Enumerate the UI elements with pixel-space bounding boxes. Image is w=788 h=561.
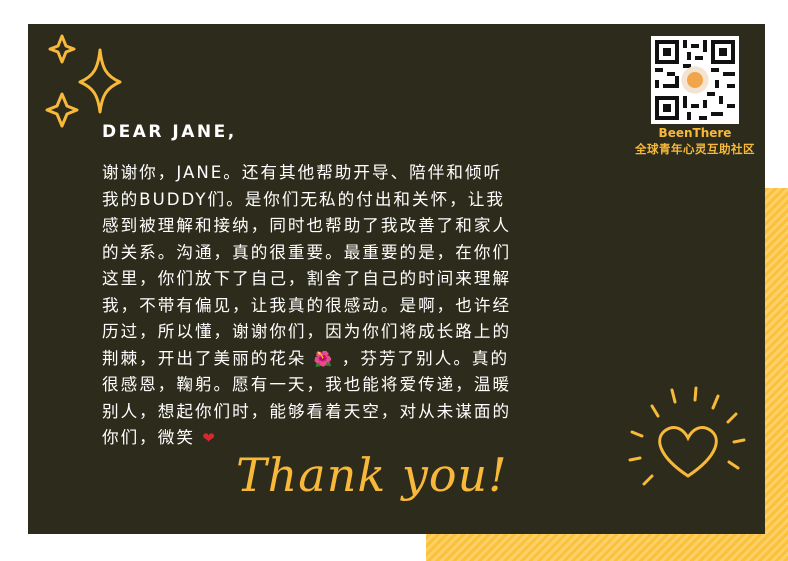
heart-burst-icon xyxy=(628,386,746,486)
brand-name: BeenThere xyxy=(658,126,732,140)
letter-line: 很感恩，鞠躬。愿有一天，我也能将爱传递，温暖 xyxy=(102,375,512,394)
letter-line: 我的BUDDY们。是你们无私的付出和关怀，让我 xyxy=(102,189,505,209)
brand-block: BeenThere 全球青年心灵互助社区 xyxy=(620,126,770,157)
letter-line-part: ，芬芳了别人。真的 xyxy=(341,348,510,368)
qr-code-icon xyxy=(651,36,739,124)
letter-line: 别人，想起你们时，能够看着天空，对从未谋面的 xyxy=(102,401,512,421)
letter-line: 这里，你们放下了自己，割舍了自己的时间来理解 xyxy=(102,269,512,288)
letter-line: 荆棘，开出了美丽的花朵 🌺 ，芬芳了别人。真的 xyxy=(102,346,622,373)
sparkle-icon xyxy=(45,34,122,128)
heart-icon: ❤ xyxy=(202,429,217,447)
letter-body: 谢谢你，JANE。还有其他帮助开导、陪伴和倾听 我的BUDDY们。是你们无私的付… xyxy=(102,160,622,452)
letter-line: 感到被理解和接纳，同时也帮助了我改善了和家人 xyxy=(102,216,512,235)
letter-greeting: DEAR JANE, xyxy=(102,122,237,142)
letter-card xyxy=(28,24,765,534)
brand-tagline: 全球青年心灵互助社区 xyxy=(635,142,755,156)
letter-line: 谢谢你，JANE。还有其他帮助开导、陪伴和倾听 xyxy=(102,163,503,182)
thank-you-text: Thank you! xyxy=(236,448,508,502)
letter-line: 你们，微笑 ❤ xyxy=(102,425,622,452)
letter-line-part: 你们，微笑 xyxy=(102,428,195,447)
flower-icon: 🌺 xyxy=(313,349,335,368)
letter-line: 的关系。沟通，真的很重要。最重要的是，在你们 xyxy=(102,242,512,262)
letter-line-part: 荆棘，开出了美丽的花朵 xyxy=(102,348,307,368)
letter-line: 我，不带有偏见，让我真的很感动。是啊，也许经 xyxy=(102,295,512,315)
letter-line: 历过，所以懂，谢谢你们，因为你们将成长路上的 xyxy=(102,322,512,341)
